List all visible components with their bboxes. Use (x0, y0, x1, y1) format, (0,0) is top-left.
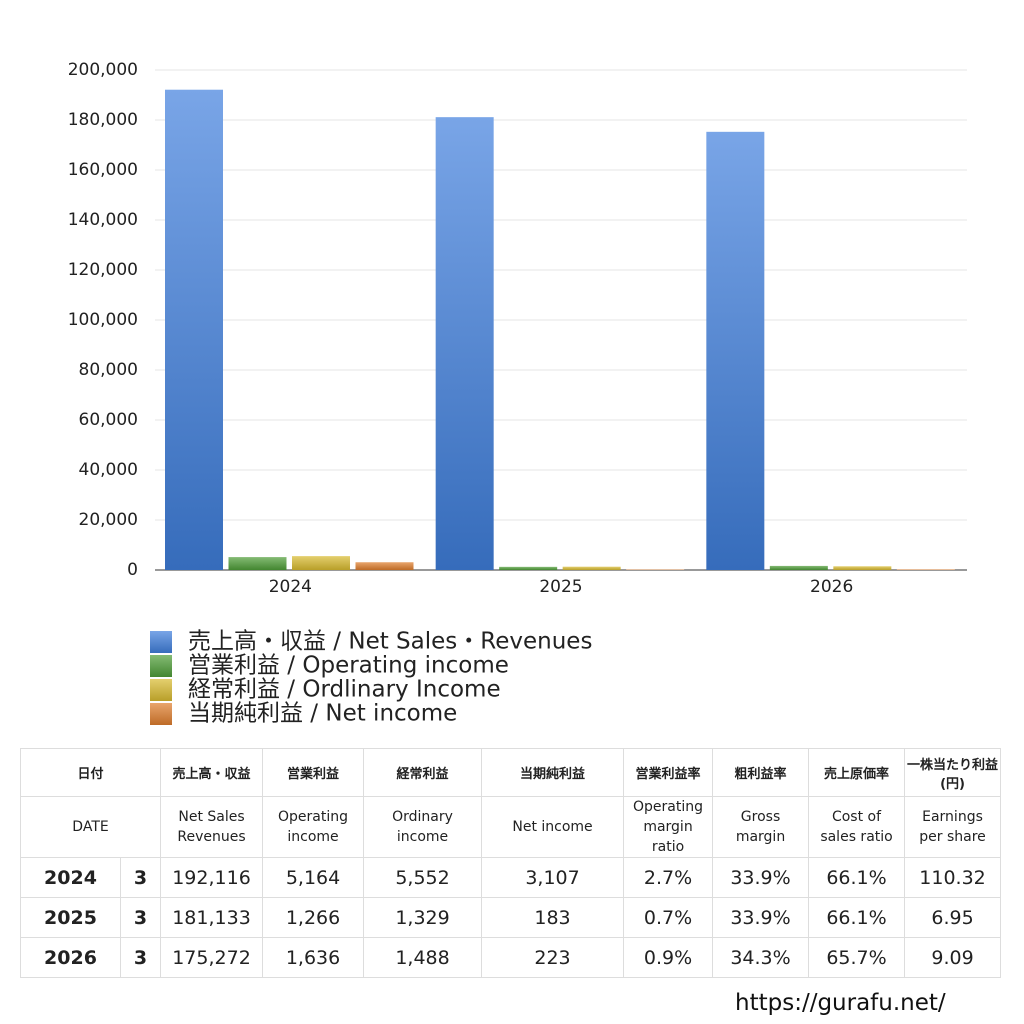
data-cell: 3 (119, 897, 162, 938)
data-cell: 33.9% (712, 857, 810, 898)
header-cell: 営業利益 (262, 748, 365, 797)
bar (435, 117, 494, 570)
data-cell: 110.32 (904, 857, 1002, 898)
data-cell: 66.1% (808, 857, 906, 898)
bar (228, 557, 287, 570)
bar (165, 89, 223, 571)
legend-swatch (150, 703, 172, 725)
legend-label: 営業利益 / Operating income (188, 653, 509, 679)
bar (833, 566, 892, 570)
data-cell: 3 (119, 937, 162, 978)
data-cell: 1,636 (262, 937, 365, 978)
data-cell: 192,116 (160, 857, 264, 898)
header-cell: Cost of sales ratio (808, 796, 906, 858)
y-tick-label: 140,000 (68, 210, 138, 230)
x-tick-label: 2026 (810, 577, 853, 597)
y-tick-label: 160,000 (68, 160, 138, 180)
data-cell: 33.9% (712, 897, 810, 938)
data-cell: 9.09 (904, 937, 1002, 978)
y-tick-label: 60,000 (79, 410, 138, 430)
header-cell: 日付 (19, 748, 162, 797)
data-cell: 2026 (20, 937, 121, 978)
y-tick-label: 20,000 (79, 510, 138, 530)
bar (896, 569, 955, 570)
data-cell: 65.7% (808, 937, 906, 978)
data-cell: 5,164 (262, 857, 365, 898)
header-row: DATE Net Sales Revenues Operating income Or… (19, 796, 1002, 858)
header-cell: 粗利益率 (712, 748, 810, 797)
bar (499, 566, 558, 570)
header-cell: Gross margin (712, 796, 810, 858)
legend-label: 売上高・収益 / Net Sales・Revenues (188, 629, 592, 655)
bar (706, 131, 765, 570)
data-cell: 2025 (20, 897, 121, 938)
bar (769, 565, 828, 570)
bar (562, 566, 621, 570)
data-cell: 6.95 (904, 897, 1002, 938)
data-cell: 3 (119, 857, 162, 898)
data-cell: 3,107 (481, 857, 625, 898)
data-cell: 2.7% (623, 857, 714, 898)
legend-label: 当期純利益 / Net income (188, 701, 457, 727)
y-tick-label: 0 (127, 560, 138, 580)
y-tick-label: 80,000 (79, 360, 138, 380)
header-cell: Earnings per share (904, 796, 1002, 858)
legend-swatch (150, 655, 172, 677)
data-cell: 1,488 (363, 937, 483, 978)
legend-label: 経常利益 / Ordlinary Income (188, 677, 501, 703)
y-tick-label: 40,000 (79, 460, 138, 480)
data-cell: 66.1% (808, 897, 906, 938)
data-cell: 5,552 (363, 857, 483, 898)
y-tick-label: 200,000 (68, 60, 138, 80)
header-cell: Operating margin ratio (623, 796, 714, 858)
header-cell: 当期純利益 (481, 748, 625, 797)
data-row: 2025 3 181,133 1,266 1,329 183 0.7% 33.9% 66.1% 6… (20, 897, 1002, 938)
data-cell: 0.7% (623, 897, 714, 938)
data-cell: 223 (481, 937, 625, 978)
header-cell: Net income (481, 796, 625, 858)
header-cell: 営業利益率 (623, 748, 714, 797)
header-cell: 一株当たり利益 (円) (904, 748, 1002, 797)
header-row: 日付 売上高・収益 営業利益 経常利益 当期純利益 営業利益率 粗利益率 売上原価率 一株当たり… (19, 748, 1002, 797)
header-cell: Net Sales Revenues (160, 796, 264, 858)
header-cell: 売上原価率 (808, 748, 906, 797)
data-row: 2026 3 175,272 1,636 1,488 223 0.9% 34.3% 65.7% 9… (20, 937, 1002, 978)
bar (292, 556, 350, 570)
bar (355, 562, 414, 570)
y-tick-label: 100,000 (68, 310, 138, 330)
data-row: 2024 3 192,116 5,164 5,552 3,107 2.7% 33.9% 66.1… (20, 857, 1002, 898)
x-tick-label: 2025 (539, 577, 582, 597)
data-cell: 183 (481, 897, 625, 938)
data-cell: 1,266 (262, 897, 365, 938)
chart: 0 20,000 40,000 60,000 80,000 100,000 120,000 1… (68, 60, 967, 727)
header-cell: Operating income (262, 796, 365, 858)
header-cell: 経常利益 (363, 748, 483, 797)
site-url: https://gurafu.net/ (735, 990, 946, 1016)
data-cell: 0.9% (623, 937, 714, 978)
data-cell: 181,133 (160, 897, 264, 938)
data-cell: 175,272 (160, 937, 264, 978)
y-tick-label: 120,000 (68, 260, 138, 280)
legend-swatch (150, 679, 172, 701)
y-tick-label: 180,000 (68, 110, 138, 130)
data-cell: 1,329 (363, 897, 483, 938)
header-cell: DATE (19, 796, 162, 858)
header-cell: 売上高・収益 (160, 748, 264, 797)
data-table: 日付 売上高・収益 営業利益 経常利益 当期純利益 営業利益率 粗利益率 売上原価率 一株当たり… (19, 748, 1002, 978)
data-cell: 34.3% (712, 937, 810, 978)
legend-swatch (150, 631, 172, 653)
x-tick-label: 2024 (269, 577, 312, 597)
data-cell: 2024 (20, 857, 121, 898)
header-cell: Ordinary income (363, 796, 483, 858)
